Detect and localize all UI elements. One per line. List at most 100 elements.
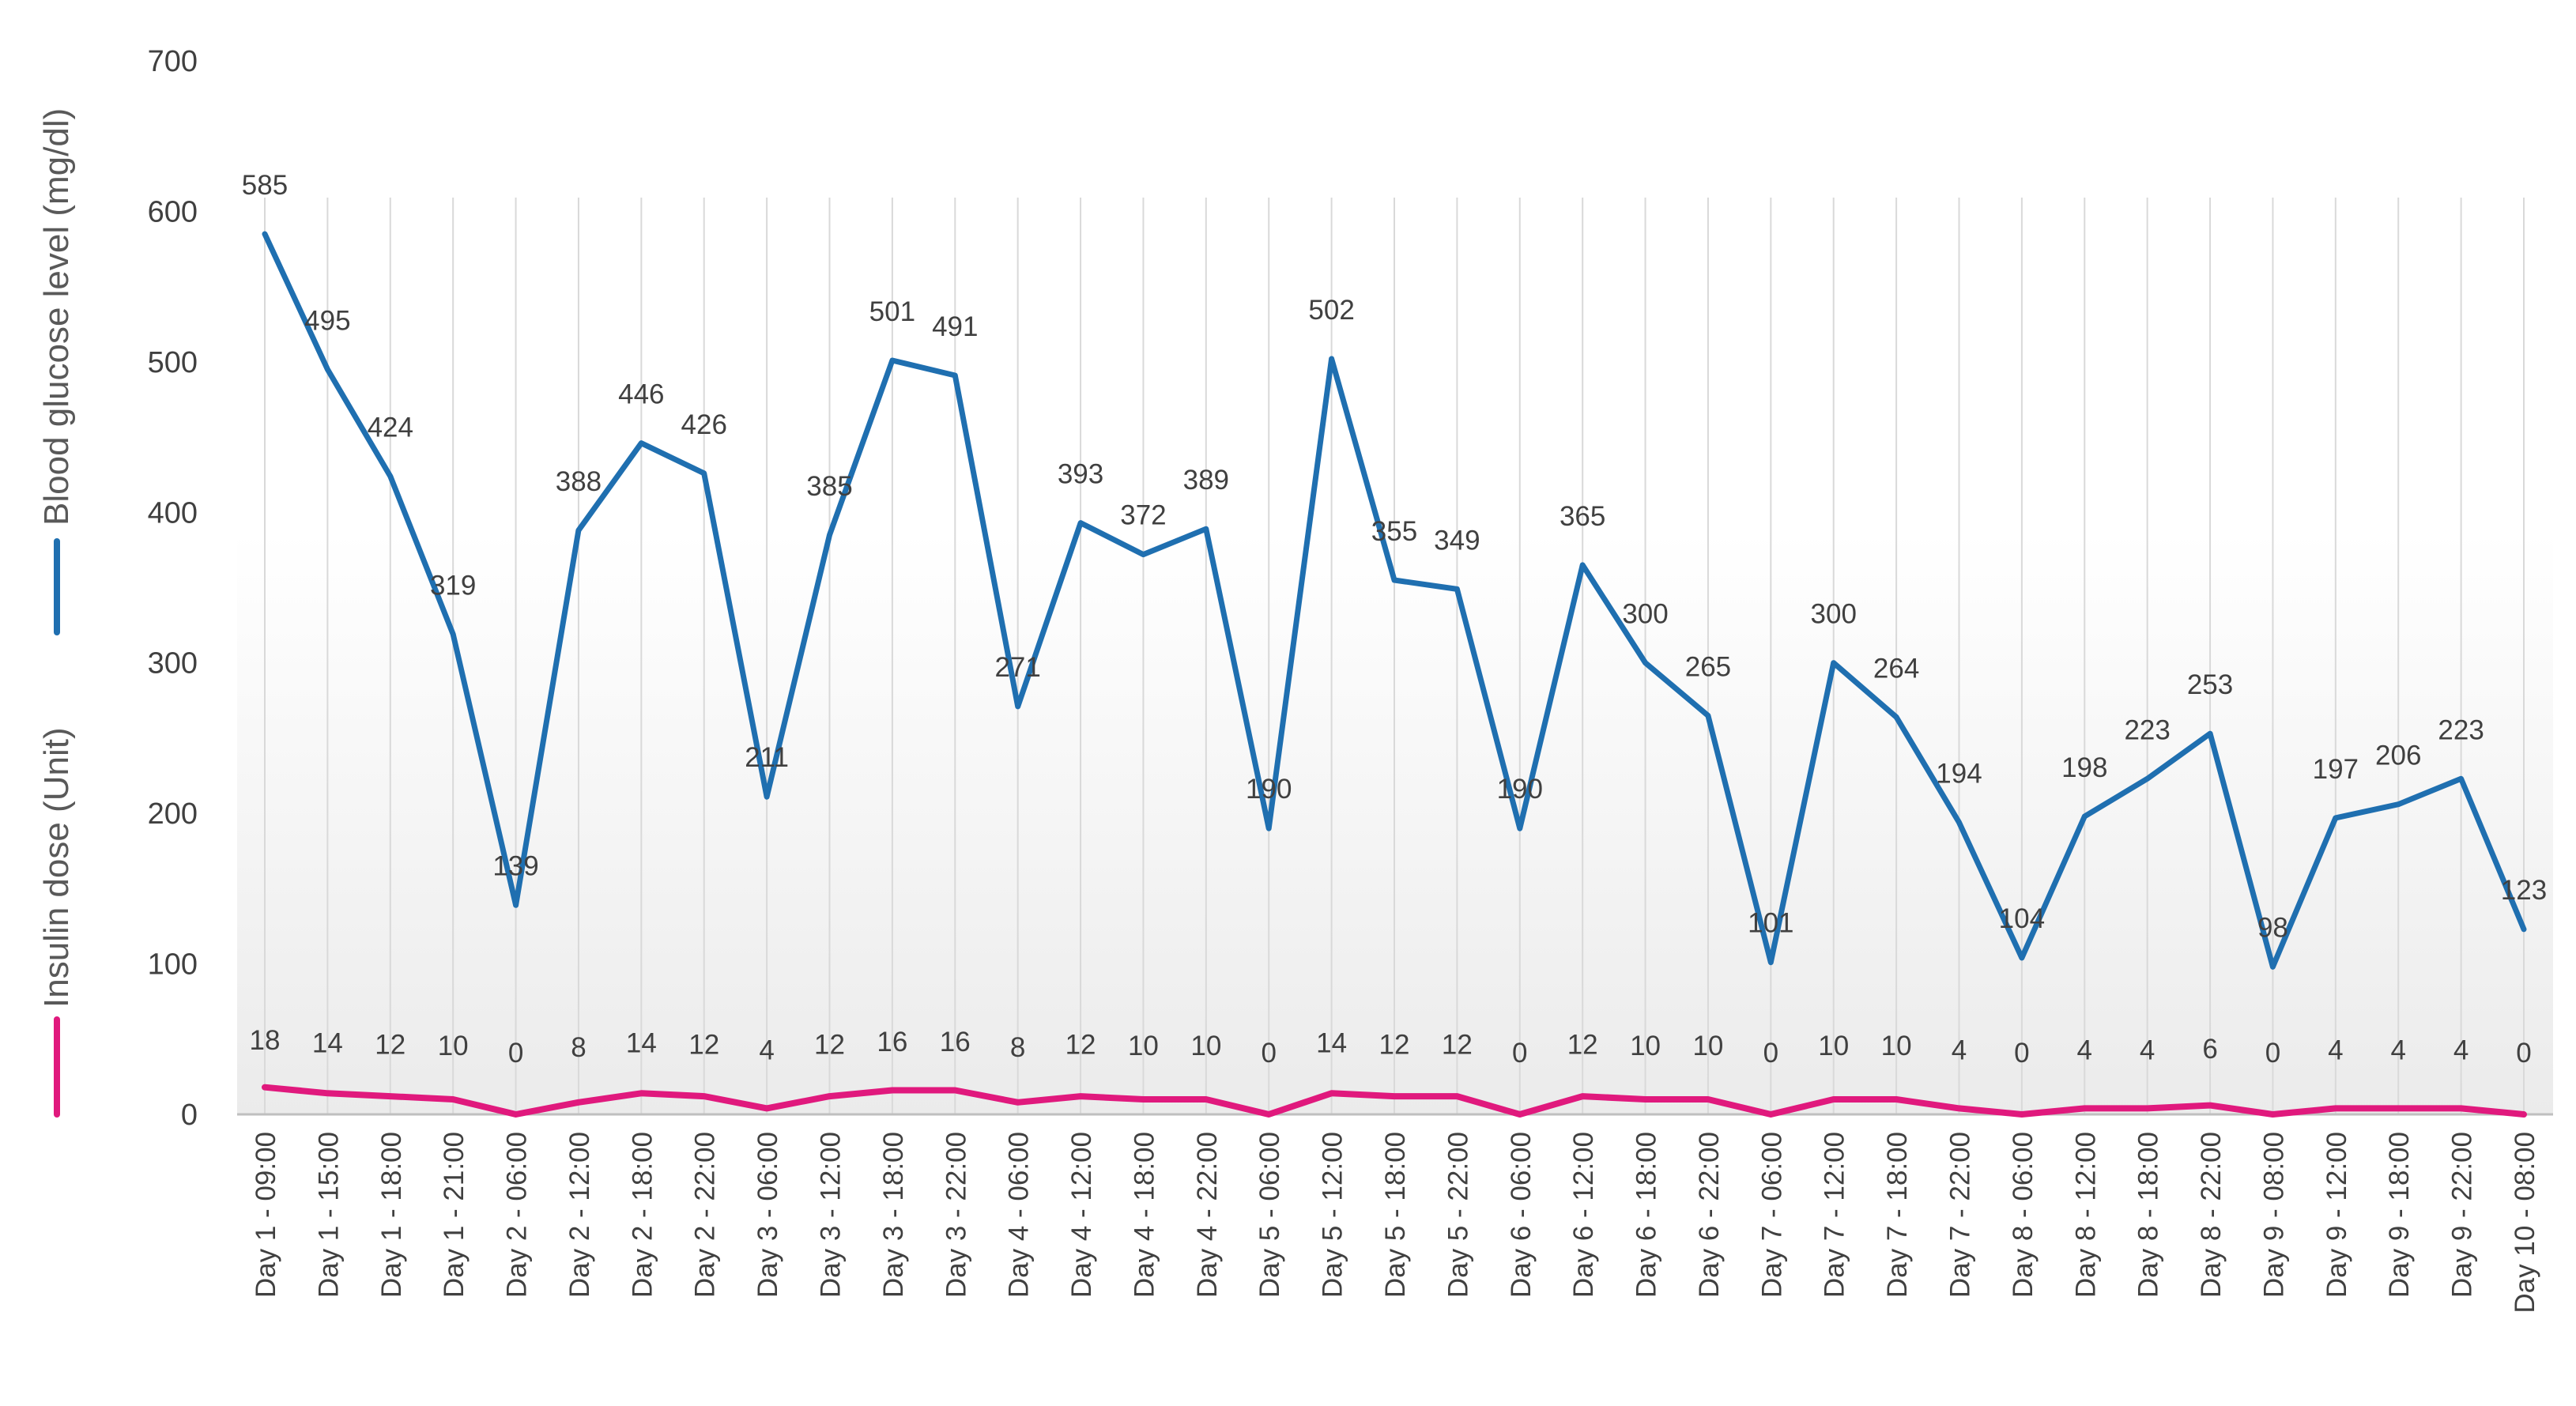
insulin-data-label: 12: [1379, 1029, 1410, 1060]
x-tick-label: Day 3 - 18:00: [878, 1132, 909, 1298]
insulin-data-label: 4: [2328, 1035, 2343, 1066]
glucose-data-label: 206: [2375, 741, 2421, 771]
glucose-data-label: 491: [932, 311, 978, 342]
x-tick-label: Day 9 - 22:00: [2447, 1132, 2478, 1298]
glucose-data-label: 271: [994, 652, 1040, 683]
glucose-data-label: 585: [242, 170, 288, 201]
x-tick-label: Day 4 - 12:00: [1066, 1132, 1097, 1298]
y-tick-label: 600: [148, 195, 198, 228]
insulin-data-label: 4: [1952, 1035, 1967, 1066]
insulin-data-label: 12: [1567, 1029, 1598, 1060]
x-tick-label: Day 2 - 18:00: [627, 1132, 658, 1298]
insulin-data-label: 0: [2516, 1038, 2531, 1069]
x-tick-label: Day 7 - 06:00: [1756, 1132, 1787, 1298]
insulin-series-line: [262, 1084, 2527, 1118]
glucose-data-label: 98: [2257, 912, 2288, 943]
vertical-gridlines: [264, 198, 2525, 1114]
x-tick-label: Day 9 - 12:00: [2321, 1132, 2352, 1298]
insulin-data-label: 4: [2390, 1035, 2405, 1066]
glucose-data-label: 198: [2061, 752, 2107, 783]
x-tick-label: Day 8 - 22:00: [2196, 1132, 2227, 1298]
insulin-data-label: 0: [2265, 1038, 2280, 1069]
x-tick-label: Day 6 - 12:00: [1568, 1132, 1599, 1298]
insulin-data-label: 4: [2453, 1035, 2469, 1066]
x-tick-label: Day 5 - 06:00: [1254, 1132, 1285, 1298]
x-tick-label: Day 5 - 22:00: [1443, 1132, 1473, 1298]
x-tick-label: Day 8 - 12:00: [2070, 1132, 2101, 1298]
glucose-data-label: 388: [556, 466, 602, 497]
y-tick-label: 200: [148, 797, 198, 831]
glucose-series-line: [262, 231, 2527, 970]
glucose-data-label: 265: [1685, 651, 1731, 682]
x-tick-label: Day 6 - 06:00: [1506, 1132, 1537, 1298]
y-tick-label: 700: [148, 45, 198, 78]
glucose-data-label: 123: [2501, 875, 2547, 906]
y-tick-label: 100: [148, 948, 198, 982]
insulin-data-label: 0: [2014, 1038, 2029, 1069]
insulin-data-label: 6: [2202, 1034, 2217, 1065]
x-tick-label: Day 3 - 06:00: [752, 1132, 783, 1298]
y-tick-label: 300: [148, 647, 198, 680]
glucose-data-label: 319: [430, 571, 476, 601]
insulin-data-label: 10: [1818, 1031, 1849, 1061]
x-tick-label: Day 8 - 18:00: [2133, 1132, 2164, 1298]
y-tick-label: 0: [181, 1099, 198, 1132]
x-tick-label: Day 2 - 12:00: [564, 1132, 595, 1298]
glucose-data-label: 211: [745, 742, 789, 773]
insulin-data-label: 0: [1512, 1038, 1527, 1069]
glucose-data-label: 194: [1936, 759, 1982, 790]
insulin-data-label: 4: [2140, 1035, 2155, 1066]
x-tick-label: Day 5 - 12:00: [1318, 1132, 1348, 1298]
insulin-data-label: 14: [1316, 1028, 1347, 1059]
x-tick-label: Day 1 - 21:00: [439, 1132, 470, 1298]
insulin-data-label: 12: [375, 1029, 405, 1060]
glucose-data-label: 385: [806, 471, 852, 502]
insulin-data-label: 0: [508, 1038, 523, 1069]
y-tick-label: 400: [148, 496, 198, 530]
glucose-data-label: 389: [1183, 465, 1229, 496]
x-tick-label: Day 2 - 06:00: [502, 1132, 533, 1298]
x-tick-label: Day 7 - 12:00: [1820, 1132, 1850, 1298]
insulin-data-label: 12: [688, 1029, 719, 1060]
glucose-data-label: 355: [1371, 516, 1417, 547]
glucose-data-label: 426: [681, 409, 727, 440]
insulin-data-label: 12: [1065, 1029, 1096, 1060]
insulin-data-label: 8: [1010, 1032, 1025, 1063]
glucose-data-label: 253: [2187, 669, 2233, 700]
x-tick-label: Day 7 - 22:00: [1945, 1132, 1976, 1298]
series: [262, 231, 2527, 1118]
insulin-data-label: 10: [1190, 1031, 1221, 1061]
insulin-data-label: 10: [1128, 1031, 1159, 1061]
x-tick-label: Day 4 - 06:00: [1004, 1132, 1035, 1298]
glucose-data-label: 104: [1999, 903, 2045, 934]
x-tick-label: Day 9 - 08:00: [2258, 1132, 2289, 1298]
x-tick-label: Day 9 - 18:00: [2384, 1132, 2415, 1298]
x-tick-label: Day 1 - 15:00: [313, 1132, 344, 1298]
insulin-data-label: 10: [438, 1031, 469, 1061]
glucose-data-label: 223: [2124, 714, 2170, 745]
insulin-data-label: 16: [877, 1027, 907, 1057]
x-tick-label: Day 4 - 22:00: [1192, 1132, 1223, 1298]
insulin-data-label: 16: [940, 1027, 971, 1057]
x-tick-label: Day 3 - 12:00: [816, 1132, 847, 1298]
insulin-data-label: 8: [571, 1032, 586, 1063]
glucose-data-label: 101: [1748, 908, 1793, 939]
insulin-data-label: 14: [312, 1028, 343, 1059]
x-tick-label: Day 8 - 06:00: [2008, 1132, 2039, 1298]
glucose-data-label: 349: [1434, 525, 1480, 556]
glucose-data-label: 264: [1873, 653, 1919, 684]
x-tick-label: Day 6 - 22:00: [1694, 1132, 1725, 1298]
x-tick-label: Day 5 - 18:00: [1380, 1132, 1411, 1298]
insulin-data-label: 0: [1763, 1038, 1778, 1069]
y-tick-label: 500: [148, 346, 198, 379]
x-tick-label: Day 2 - 22:00: [690, 1132, 721, 1298]
glucose-data-label: 139: [492, 850, 538, 881]
glucose-data-label: 372: [1120, 500, 1166, 531]
glucose-data-label: 495: [304, 305, 350, 336]
insulin-data-label: 12: [1442, 1029, 1473, 1060]
x-tick-label: Day 7 - 18:00: [1882, 1132, 1913, 1298]
glucose-data-label: 502: [1308, 295, 1354, 326]
